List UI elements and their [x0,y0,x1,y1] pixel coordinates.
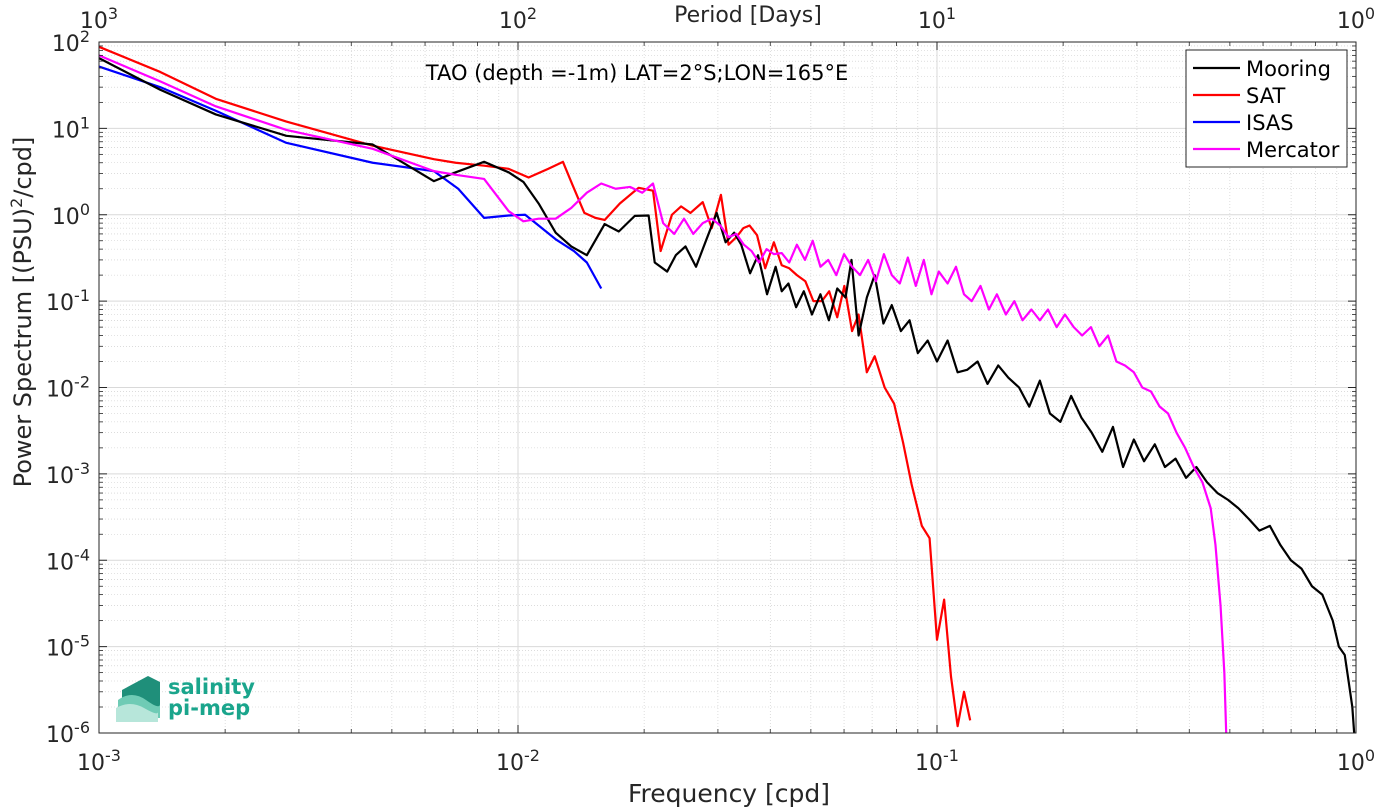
top-tick-label: 101 [918,4,956,34]
series-layer [98,45,1356,734]
y-tick-label: 10-3 [46,459,90,489]
top-tick-label: 100 [1337,4,1375,34]
y-tick-label: 10-2 [46,373,90,403]
x-tick-label: 10-3 [77,746,121,776]
y-tick-labels: 10-6 10-5 10-4 10-3 10-2 10-1 100 101 102 [46,27,90,748]
logo-text-pi-mep: pi-mep [168,696,250,720]
legend-label-mercator: Mercator [1246,138,1340,162]
legend-box [1185,49,1348,168]
x-tick-label: 10-2 [496,746,540,776]
series-line-sat [98,45,972,728]
y-tick-label: 10-4 [46,545,90,575]
logo-text-salinity: salinity [168,675,255,699]
top-axis-title: Period [Days] [674,3,822,28]
legend: Mooring SAT ISAS Mercator [1185,49,1348,168]
top-tick-label: 103 [80,4,118,34]
series-line-mercator [98,54,1228,734]
y-tick-label: 10-6 [46,718,90,748]
x-axis-title: Frequency [cpd] [628,779,830,808]
x-tick-label: 100 [1337,746,1375,776]
top-tick-label: 102 [499,4,537,34]
legend-label-sat: SAT [1246,84,1285,108]
x-tick-label: 10-1 [915,746,959,776]
y-tick-label: 100 [52,200,90,230]
x-tick-labels: 10-3 10-2 10-1 100 [77,746,1375,776]
salinity-pi-mep-logo: salinity pi-mep [116,675,255,722]
y-tick-label: 10-1 [46,286,90,316]
tick-marks [98,41,1357,734]
y-tick-label: 102 [52,27,90,57]
y-tick-label: 10-5 [46,632,90,662]
legend-label-isas: ISAS [1246,111,1294,135]
y-axis-title: Power Spectrum [(PSU)2/cpd] [7,137,37,488]
logo-waves-icon [116,676,160,722]
legend-label-mooring: Mooring [1246,57,1331,81]
top-tick-labels: 103 102 101 100 [80,4,1375,34]
series-line-mooring [98,57,1356,734]
y-tick-label: 101 [52,113,90,143]
plot-title: TAO (depth =-1m) LAT=2°S;LON=165°E [425,61,849,85]
